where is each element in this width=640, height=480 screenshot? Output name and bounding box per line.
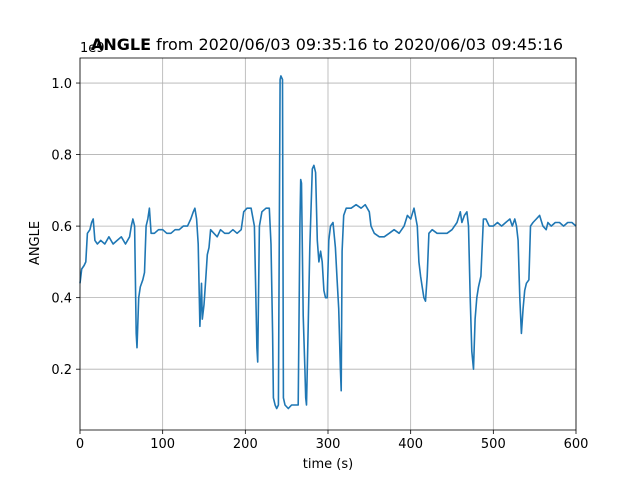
y-tick-label: 0.6	[51, 220, 72, 235]
y-tick-label: 1.0	[51, 77, 72, 92]
series-line	[79, 75, 577, 410]
x-tick-label: 200	[233, 437, 258, 452]
x-tick-label: 0	[76, 437, 84, 452]
x-tick-label: 400	[398, 437, 423, 452]
chart-title-rest: from 2020/06/03 09:35:16 to 2020/06/03 0…	[151, 35, 563, 54]
series-lines	[79, 75, 577, 410]
y-tick-label: 0.2	[51, 363, 72, 378]
y-axis-offset-label: 1e9	[80, 41, 105, 56]
x-axis-ticks: 0 100 200 300 400 500 600	[76, 430, 589, 452]
y-axis-ticks: 0.2 0.4 0.6 0.8 1.0	[51, 77, 80, 378]
y-tick-label: 0.4	[51, 292, 72, 307]
x-tick-label: 300	[316, 437, 341, 452]
x-tick-label: 600	[564, 437, 589, 452]
chart-title-bold: ANGLE	[91, 35, 151, 54]
y-axis-label: ANGLE	[28, 221, 43, 265]
y-tick-label: 0.8	[51, 149, 72, 164]
x-tick-label: 500	[481, 437, 506, 452]
x-tick-label: 100	[150, 437, 175, 452]
x-axis-label: time (s)	[303, 457, 353, 472]
chart-title: ANGLE from 2020/06/03 09:35:16 to 2020/0…	[91, 35, 563, 54]
